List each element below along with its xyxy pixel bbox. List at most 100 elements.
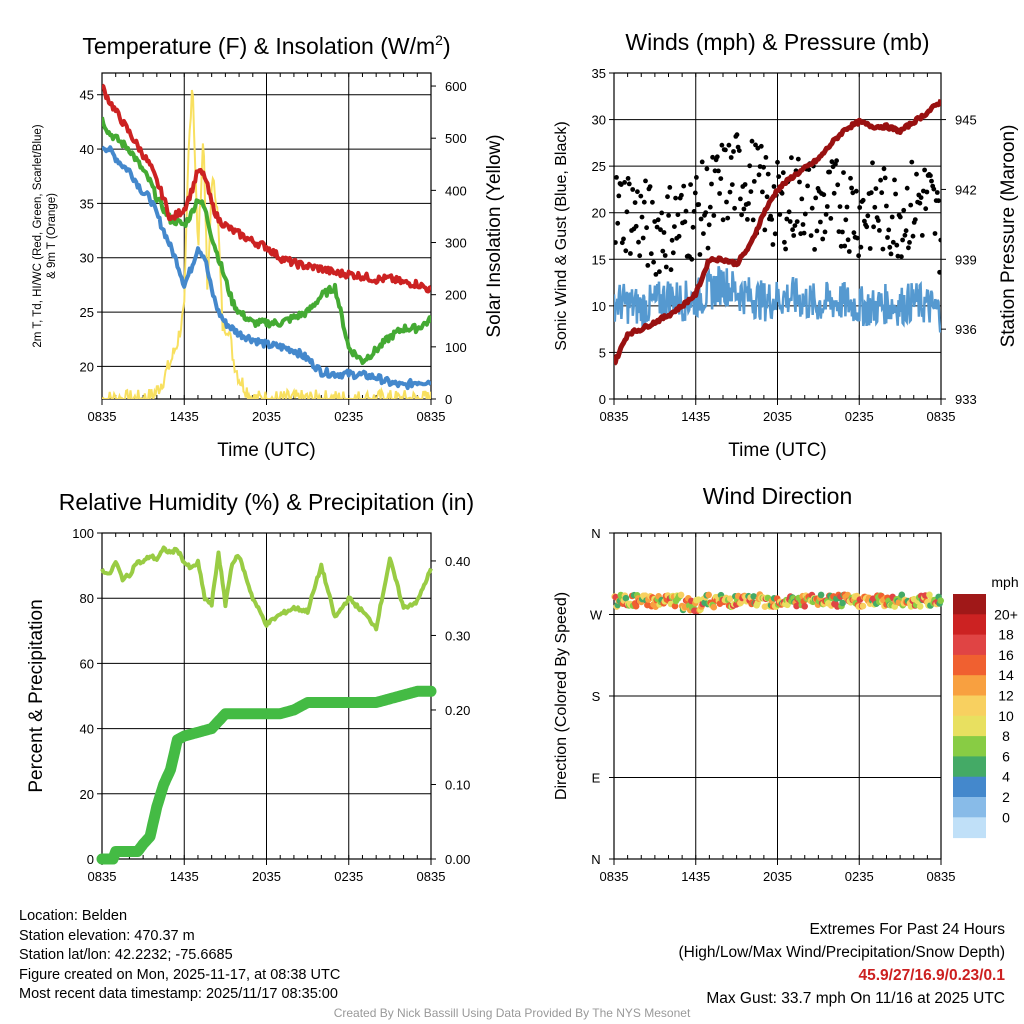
extremes-subtitle: (High/Low/Max Wind/Precipitation/Snow De… xyxy=(678,944,1006,961)
winds-gust-point xyxy=(849,185,854,191)
winds-gust-point xyxy=(934,190,940,195)
winds-gust-point xyxy=(623,248,629,254)
winds-gust-point xyxy=(761,164,766,170)
winds-gust-point xyxy=(893,191,898,197)
winds-gust-point xyxy=(795,156,801,162)
winds-gust-point xyxy=(918,195,924,201)
winds-gust-point xyxy=(712,168,718,174)
winds-gust-point xyxy=(637,253,643,259)
temp-title-sup: 2 xyxy=(435,32,443,48)
winds-gust-point xyxy=(724,199,729,205)
legend-swatch xyxy=(953,797,986,818)
direction-point xyxy=(926,591,933,599)
winds-gust-point xyxy=(809,205,815,211)
winds-gust-point xyxy=(632,200,638,206)
winds-xtick-label: 1435 xyxy=(681,409,710,424)
winds-gust-point xyxy=(836,229,842,235)
direction-point xyxy=(891,603,898,610)
winds-gust-point xyxy=(750,217,756,223)
winds-gust-point xyxy=(908,202,914,208)
direction-ylabel: Direction (Colored By Speed) xyxy=(553,592,570,800)
winds-series-sonic xyxy=(614,266,941,333)
winds-gust-point xyxy=(771,184,777,189)
winds-gust-point xyxy=(824,204,830,209)
winds-gust-point xyxy=(822,229,828,235)
winds-gust-point xyxy=(640,235,646,241)
winds-gust-point xyxy=(618,182,624,188)
direction-point xyxy=(695,596,702,603)
direction-title: Wind Direction xyxy=(703,483,853,509)
temp-panel: 0835 1435 2035 0235 0835 20 25 30 35 40 45 0 100 200 3… xyxy=(32,32,505,461)
winds-gust-point xyxy=(732,205,737,211)
direction-point xyxy=(839,599,846,607)
winds-gust-point xyxy=(894,242,900,248)
winds-series-group xyxy=(614,98,941,366)
winds-gust-point xyxy=(688,182,693,188)
winds-gust-point xyxy=(614,175,619,180)
rh-xtick-label: 0835 xyxy=(88,869,117,884)
winds-gust-point xyxy=(868,190,874,196)
winds-gust-point xyxy=(776,174,782,180)
winds-ytick-label: 0 xyxy=(599,392,606,407)
winds-gust-point xyxy=(862,218,867,224)
winds-gust-point xyxy=(639,214,645,220)
winds-gust-point xyxy=(938,237,941,243)
winds-gust-point xyxy=(647,184,653,190)
winds-gust-point xyxy=(697,252,703,257)
winds-gust-point xyxy=(843,217,849,223)
winds-gust-point xyxy=(864,224,870,230)
temp-series-group xyxy=(102,83,431,399)
legend-title: mph xyxy=(991,574,1018,590)
winds-gust-point xyxy=(690,224,696,230)
winds-gust-point xyxy=(704,166,710,172)
station-info: Location: Belden Station elevation: 470.… xyxy=(19,907,340,1005)
winds-series-pressure xyxy=(614,98,941,366)
rh-xtick-label: 2035 xyxy=(252,869,281,884)
winds-gust-point xyxy=(658,227,663,233)
winds-gust-point xyxy=(877,228,882,233)
winds-gust-point xyxy=(901,207,907,213)
winds-title: Winds (mph) & Pressure (mb) xyxy=(625,29,929,55)
winds-gust-point xyxy=(742,182,748,187)
rh-series-humidity xyxy=(100,545,433,632)
winds-xlabel: Time (UTC) xyxy=(728,440,827,461)
extremes-box: Extremes For Past 24 Hours (High/Low/Max… xyxy=(679,918,1006,1010)
winds-gust-point xyxy=(786,209,792,215)
winds-gust-point xyxy=(729,182,735,188)
winds-gust-point xyxy=(837,204,843,210)
winds-gust-point xyxy=(779,190,785,196)
direction-ytick-label: E xyxy=(592,771,601,786)
winds-gust-point xyxy=(882,175,888,181)
winds-gust-point xyxy=(709,181,714,187)
station-location: Location: Belden xyxy=(19,908,128,924)
winds-gust-point xyxy=(755,145,761,151)
temp-title: Temperature (F) & Insolation (W/m2) xyxy=(82,32,450,59)
winds-gust-point xyxy=(681,183,687,189)
winds-gust-point xyxy=(619,240,625,246)
winds-ytick-label: 30 xyxy=(592,113,606,128)
temp-ytick-label: 35 xyxy=(80,196,94,211)
winds-gust-point xyxy=(848,175,853,181)
winds-gust-point xyxy=(736,148,742,154)
winds-gust-point xyxy=(635,189,640,195)
temp-series-2m-t xyxy=(102,83,431,294)
winds-gust-point xyxy=(765,171,771,177)
winds-gust-point xyxy=(651,259,656,265)
direction-ytick-label: S xyxy=(592,689,601,704)
winds-gust-point xyxy=(820,236,826,242)
winds-gust-point xyxy=(801,230,807,236)
winds-ytick-label: 35 xyxy=(592,66,606,81)
winds-gust-point xyxy=(758,143,764,149)
winds-gust-point xyxy=(812,247,817,252)
direction-point xyxy=(677,591,685,599)
station-latlon: Station lat/lon: 42.2232; -75.6685 xyxy=(19,947,233,963)
winds-gust-point xyxy=(910,233,916,239)
temp-title-main: Temperature (F) & Insolation (W/m xyxy=(82,33,435,59)
winds-gust-point xyxy=(749,138,755,144)
winds-gust-point xyxy=(777,212,783,217)
direction-point xyxy=(859,602,867,610)
winds-gust-point xyxy=(828,216,834,221)
winds-gust-point xyxy=(625,176,631,181)
winds-gust-point xyxy=(860,197,866,203)
winds-gust-point xyxy=(799,196,805,202)
